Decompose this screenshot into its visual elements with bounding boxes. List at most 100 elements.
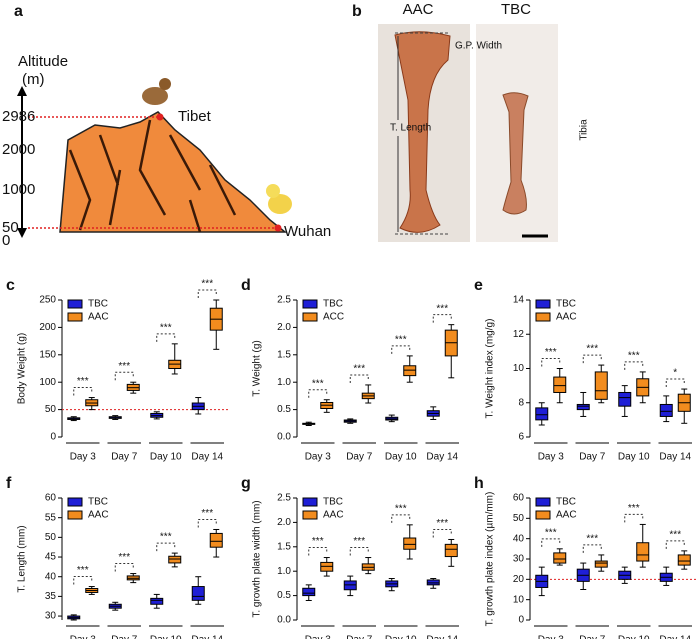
significance-label: *** [586, 344, 598, 355]
box [618, 391, 632, 407]
y-tick-label: 12 [513, 329, 525, 340]
x-tick-label: Day 10 [618, 635, 650, 639]
y-tick-label: 0.5 [277, 404, 291, 415]
y-tick-label: 2.5 [277, 295, 291, 306]
significance-label: *** [118, 552, 130, 563]
arrow-head [17, 86, 27, 96]
box [191, 586, 205, 601]
y-tick-label: 200 [39, 322, 56, 333]
significance-label: *** [312, 378, 324, 389]
y-tick-label: 30 [45, 611, 57, 622]
y-tick-label: 1.0 [277, 377, 291, 388]
significance-label: *** [77, 376, 89, 387]
bird-wuhan-head [266, 184, 280, 198]
box [576, 403, 590, 411]
panel: c Body Weight (g) 0 50 100 150 200 250 Day 3 *** D… [6, 277, 228, 463]
significance-label: *** [586, 534, 598, 545]
arrow-head [17, 228, 27, 238]
y-tick-label: 2.0 [277, 322, 291, 333]
panel-label: f [6, 475, 12, 492]
box [553, 376, 567, 393]
significance-label: *** [669, 530, 681, 541]
significance-bracket [156, 542, 176, 552]
panel-label: e [474, 277, 483, 294]
mountain-ridges [68, 119, 237, 233]
y-tick-label: 14 [513, 295, 525, 306]
y-tick-label: 1.5 [277, 349, 291, 360]
significance-bracket [541, 538, 561, 547]
y-tick-label: 40 [45, 571, 57, 582]
y-tick-label: 0.5 [277, 590, 291, 601]
significance-label: *** [545, 527, 557, 538]
y-tick-label: 10 [513, 363, 525, 374]
y-tick-label: 10 [513, 594, 525, 605]
significance-bracket [541, 358, 561, 367]
box [535, 407, 549, 421]
significance-bracket [114, 371, 134, 381]
significance-label: *** [353, 364, 365, 375]
y-tick-label: 40 [513, 533, 525, 544]
significance-label: *** [545, 347, 557, 358]
significance-bracket [156, 333, 176, 342]
x-tick-label: Day 7 [579, 452, 606, 463]
significance-label: *** [628, 503, 640, 514]
significance-bracket [582, 544, 602, 553]
y-tick-label: 1.0 [277, 566, 291, 577]
legend-swatch [535, 312, 551, 322]
legend-label: AAC [88, 312, 109, 323]
significance-label: *** [395, 503, 407, 514]
y-tick-label: 150 [39, 349, 56, 360]
x-tick-label: Day 14 [426, 635, 458, 639]
legend-swatch [67, 299, 83, 309]
photo-title: Tibia [579, 119, 590, 141]
altitude-label: 50 [2, 219, 19, 236]
legend-label: TBC [88, 497, 108, 508]
box [677, 554, 691, 566]
y-tick-label: 6 [518, 432, 524, 443]
photo-annotation: T. Length [390, 123, 431, 134]
significance-label: *** [395, 335, 407, 346]
y-axis-title: Body Weight (g) [17, 333, 28, 405]
significance-label: *** [201, 508, 213, 519]
significance-bracket [391, 514, 411, 523]
bird-tibet-head [159, 78, 171, 90]
y-tick-label: 100 [39, 377, 56, 388]
x-tick-label: Day 14 [659, 452, 691, 463]
x-tick-label: Day 3 [70, 635, 97, 639]
significance-label: *** [628, 351, 640, 362]
place-label: Wuhan [284, 223, 331, 240]
legend-label: AAC [323, 510, 344, 521]
y-tick-label: 50 [513, 513, 525, 524]
axis-title: Altitude [18, 53, 68, 70]
significance-label: *** [353, 536, 365, 547]
legend-label: TBC [323, 299, 343, 310]
y-tick-label: 50 [45, 532, 57, 543]
y-tick-label: 2.5 [277, 493, 291, 504]
x-tick-label: Day 10 [385, 452, 417, 463]
x-tick-label: Day 7 [346, 452, 373, 463]
group-label: AAC [403, 1, 434, 18]
significance-bracket [349, 374, 369, 383]
legend-label: TBC [556, 497, 576, 508]
x-tick-label: Day 7 [346, 635, 373, 639]
y-tick-label: 0 [50, 432, 56, 443]
altitude-label: 1000 [2, 181, 35, 198]
legend-swatch [302, 497, 318, 507]
significance-bracket [197, 289, 217, 298]
x-tick-label: Day 3 [538, 635, 565, 639]
group-label: TBC [501, 1, 531, 18]
box [403, 365, 417, 377]
location-dot [274, 224, 282, 232]
y-axis-title: T. growth plate width (mm) [252, 500, 263, 617]
panel-label: b [352, 3, 362, 20]
y-tick-label: 60 [45, 493, 57, 504]
x-tick-label: Day 3 [305, 635, 332, 639]
box [403, 537, 417, 550]
box [444, 543, 458, 558]
altitude-label: 0 [2, 232, 10, 249]
x-tick-label: Day 7 [111, 635, 138, 639]
box [553, 552, 567, 564]
y-tick-label: 2.0 [277, 517, 291, 528]
legend-swatch [67, 497, 83, 507]
